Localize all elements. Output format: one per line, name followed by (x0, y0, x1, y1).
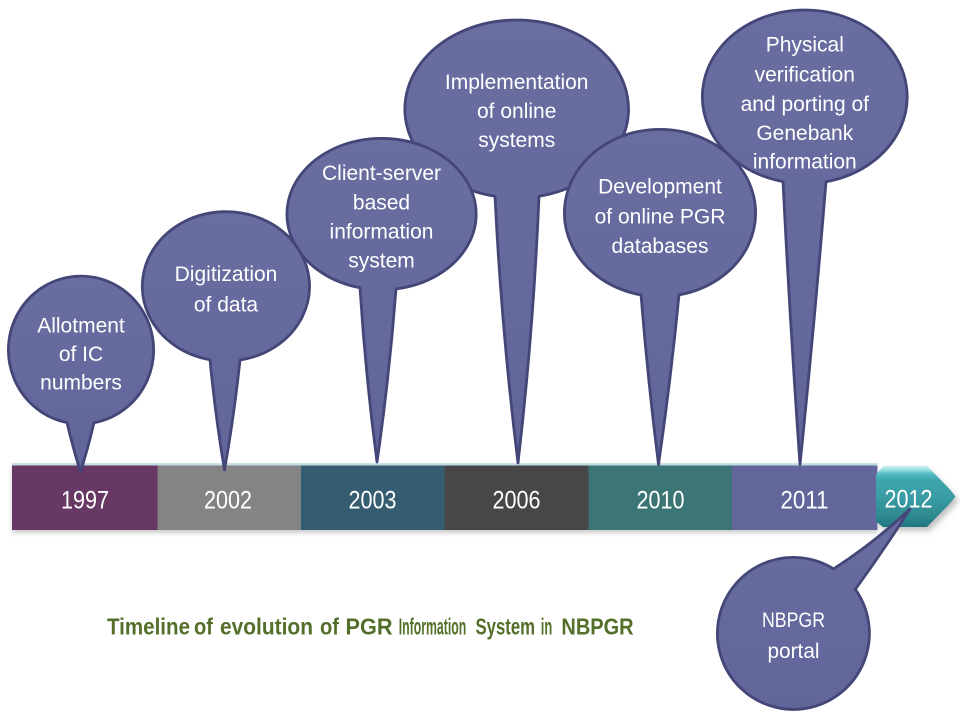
svg-text:in: in (541, 614, 553, 640)
svg-text:of online PGR: of online PGR (595, 205, 726, 228)
svg-text:2010: 2010 (637, 487, 685, 515)
svg-text:systems: systems (478, 129, 555, 152)
svg-text:databases: databases (612, 235, 709, 258)
svg-text:of online: of online (477, 100, 556, 123)
svg-text:system: system (348, 249, 415, 272)
svg-text:PGR: PGR (346, 614, 393, 640)
svg-text:information: information (330, 220, 434, 243)
svg-text:Digitization: Digitization (175, 263, 278, 286)
svg-text:of: of (320, 614, 339, 640)
svg-text:Client-server: Client-server (322, 162, 441, 185)
svg-text:Timeline: Timeline (107, 614, 190, 640)
svg-text:NBPGR: NBPGR (762, 609, 825, 632)
svg-text:evolution: evolution (220, 614, 313, 640)
svg-text:Allotment: Allotment (37, 314, 125, 337)
svg-text:Implementation: Implementation (445, 71, 589, 94)
svg-text:portal: portal (768, 640, 820, 663)
svg-text:of data: of data (194, 293, 259, 316)
svg-text:of: of (194, 614, 213, 640)
svg-text:Genebank: Genebank (756, 122, 853, 145)
svg-text:Development: Development (598, 175, 722, 198)
svg-text:verification: verification (755, 63, 855, 86)
svg-text:2006: 2006 (493, 487, 541, 515)
svg-text:numbers: numbers (40, 371, 122, 394)
svg-text:and porting of: and porting of (741, 93, 870, 116)
svg-text:Physical: Physical (766, 33, 844, 56)
svg-text:2002: 2002 (204, 487, 252, 515)
svg-text:NBPGR: NBPGR (561, 614, 634, 640)
svg-text:of IC: of IC (59, 343, 103, 366)
svg-text:1997: 1997 (61, 487, 109, 515)
svg-text:2003: 2003 (349, 487, 397, 515)
svg-text:information: information (753, 150, 857, 173)
svg-text:Information: Information (399, 614, 467, 640)
svg-text:based: based (353, 191, 410, 214)
svg-text:2011: 2011 (781, 487, 829, 515)
svg-text:System: System (476, 614, 536, 640)
